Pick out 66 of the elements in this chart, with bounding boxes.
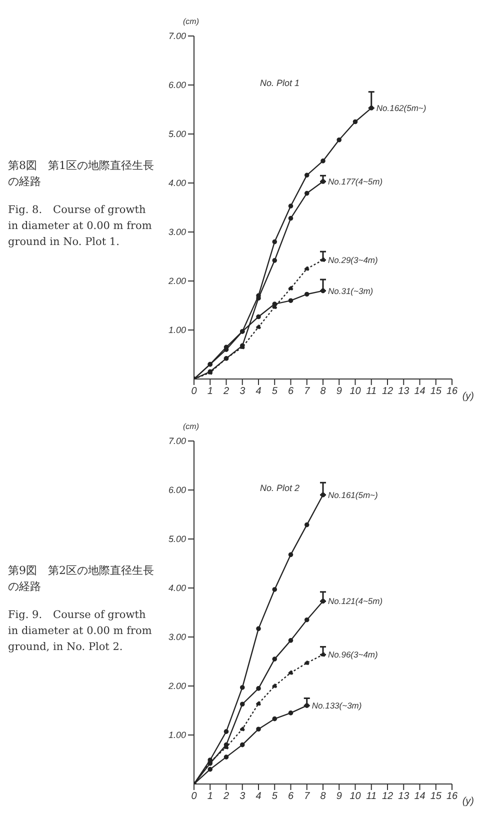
y-tick-label: 1.00 [168, 325, 186, 336]
series-label: No.96(3~4m) [328, 650, 378, 660]
series-label: No.121(4~5m) [328, 596, 383, 606]
x-tick-label: 12 [382, 386, 394, 398]
x-tick-label: 14 [414, 386, 426, 398]
series-label: No.162(5m~) [376, 103, 426, 114]
x-tick-label: 1 [207, 386, 213, 398]
series-label: No.31(~3m) [328, 286, 374, 296]
x-axis-title: (y) [462, 391, 474, 402]
text: Fig. 9. Course of growth in diameter at 0.00 m from ground, in No. Plot 2. [8, 608, 153, 655]
x-tick-label: 16 [446, 386, 458, 398]
x-tick-label: 12 [382, 791, 394, 802]
text: Fig. 8. Course of growth in diameter at 0.00 m from ground in No. Plot 1. [8, 203, 153, 250]
x-tick-label: 6 [288, 791, 294, 802]
x-tick-label: 5 [272, 791, 278, 802]
x-tick-label: 4 [256, 791, 262, 802]
x-tick-label: 0 [191, 386, 198, 398]
x-tick-label: 8 [320, 791, 326, 802]
y-axis-title: (cm) [183, 422, 200, 431]
text: 第8図 第1区の地際直径生長の経路 [8, 158, 155, 190]
y-tick-label: 5.00 [168, 534, 186, 544]
annotation: No. Plot 2 [260, 483, 300, 493]
x-tick-label: 0 [191, 791, 198, 802]
y-tick-label: 2.00 [167, 276, 186, 286]
x-tick-label: 7 [304, 791, 310, 802]
x-tick-label: 13 [398, 791, 410, 802]
y-tick-label: 3.00 [168, 632, 186, 642]
y-tick-label: 5.00 [168, 129, 186, 140]
text: 第9図 第2区の地際直径生長の経路 [8, 563, 155, 595]
x-tick-label: 10 [350, 791, 362, 802]
x-tick-label: 15 [430, 386, 442, 398]
x-tick-label: 16 [446, 791, 458, 802]
y-tick-label: 4.00 [168, 178, 186, 188]
x-tick-label: 11 [366, 791, 377, 802]
series-label: No.161(5m~) [328, 490, 378, 500]
x-tick-label: 2 [222, 386, 230, 398]
x-tick-label: 5 [272, 386, 278, 398]
series-label: No.177(4~5m) [328, 176, 383, 187]
x-tick-label: 9 [336, 386, 342, 398]
y-tick-label: 6.00 [168, 80, 186, 90]
x-tick-label: 14 [414, 791, 426, 802]
y-tick-label: 6.00 [168, 485, 186, 496]
x-tick-label: 6 [288, 386, 294, 398]
x-tick-label: 15 [430, 791, 442, 802]
y-tick-label: 2.00 [167, 681, 186, 692]
annotation: No. Plot 1 [260, 78, 300, 88]
x-tick-label: 2 [222, 791, 230, 802]
y-tick-label: 4.00 [168, 583, 186, 594]
x-tick-label: 3 [240, 791, 246, 802]
series-label: No.29(3~4m) [328, 254, 378, 265]
series-label: No.133(~3m) [312, 700, 362, 711]
y-tick-label: 1.00 [168, 730, 186, 740]
x-tick-label: 4 [256, 386, 262, 398]
y-tick-label: 7.00 [168, 31, 186, 42]
y-tick-label: 7.00 [168, 436, 186, 446]
x-tick-label: 3 [240, 386, 246, 398]
x-tick-label: 1 [207, 791, 213, 802]
y-tick-label: 3.00 [168, 227, 186, 238]
x-tick-label: 13 [398, 386, 410, 398]
y-axis-title: (cm) [183, 17, 200, 26]
x-axis-title: (y) [462, 796, 474, 807]
x-tick-label: 11 [366, 386, 377, 398]
x-tick-label: 10 [350, 386, 362, 398]
x-tick-label: 7 [304, 386, 310, 398]
x-tick-label: 9 [336, 791, 342, 802]
x-tick-label: 8 [320, 386, 326, 398]
